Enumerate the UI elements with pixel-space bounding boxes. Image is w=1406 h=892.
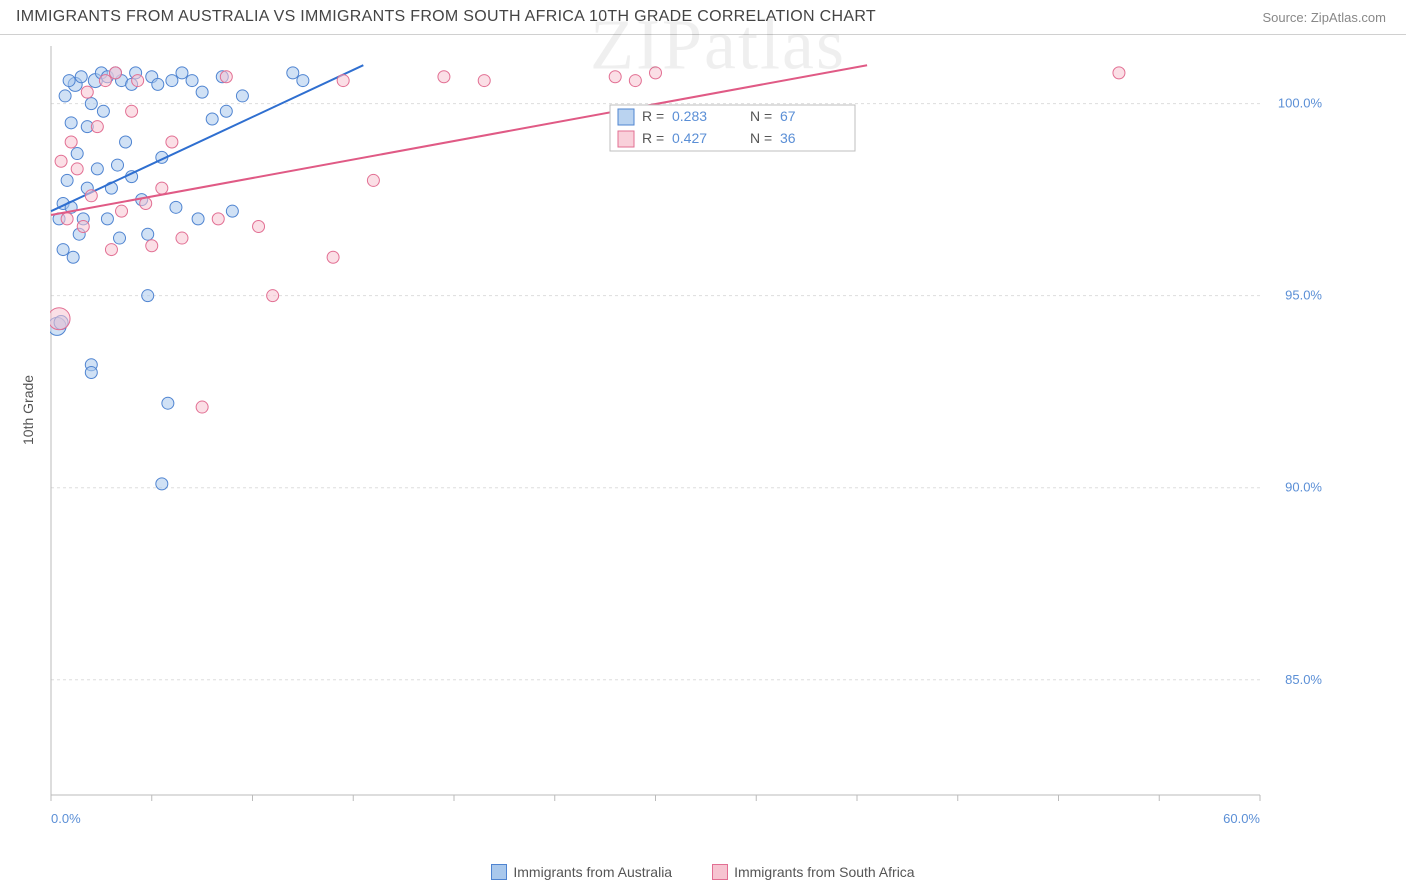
legend-label: Immigrants from Australia [513, 864, 672, 880]
svg-text:0.427: 0.427 [672, 130, 707, 146]
svg-text:0.0%: 0.0% [51, 811, 81, 826]
svg-text:R =: R = [642, 108, 664, 124]
chart-header: IMMIGRANTS FROM AUSTRALIA VS IMMIGRANTS … [0, 0, 1406, 35]
svg-text:85.0%: 85.0% [1285, 672, 1322, 687]
legend-label: Immigrants from South Africa [734, 864, 915, 880]
legend-item-australia: Immigrants from Australia [491, 864, 672, 880]
svg-text:N =: N = [750, 130, 772, 146]
legend-item-south-africa: Immigrants from South Africa [712, 864, 915, 880]
svg-text:0.283: 0.283 [672, 108, 707, 124]
chart-source: Source: ZipAtlas.com [1262, 10, 1386, 25]
y-axis-label: 10th Grade [20, 375, 36, 445]
chart-title: IMMIGRANTS FROM AUSTRALIA VS IMMIGRANTS … [16, 8, 876, 26]
svg-text:100.0%: 100.0% [1278, 96, 1323, 111]
legend-swatch-icon [712, 864, 728, 880]
svg-text:N =: N = [750, 108, 772, 124]
svg-text:67: 67 [780, 108, 796, 124]
svg-text:90.0%: 90.0% [1285, 480, 1322, 495]
svg-text:95.0%: 95.0% [1285, 288, 1322, 303]
scatter-plot: 85.0% 90.0% 95.0% 100.0% 0.0% 60.0% R = 0.283 N … [50, 45, 1330, 865]
legend-swatch-icon [491, 864, 507, 880]
svg-text:60.0%: 60.0% [1223, 811, 1260, 826]
svg-text:36: 36 [780, 130, 796, 146]
bottom-legend: Immigrants from Australia Immigrants fro… [0, 864, 1406, 880]
svg-text:R =: R = [642, 130, 664, 146]
